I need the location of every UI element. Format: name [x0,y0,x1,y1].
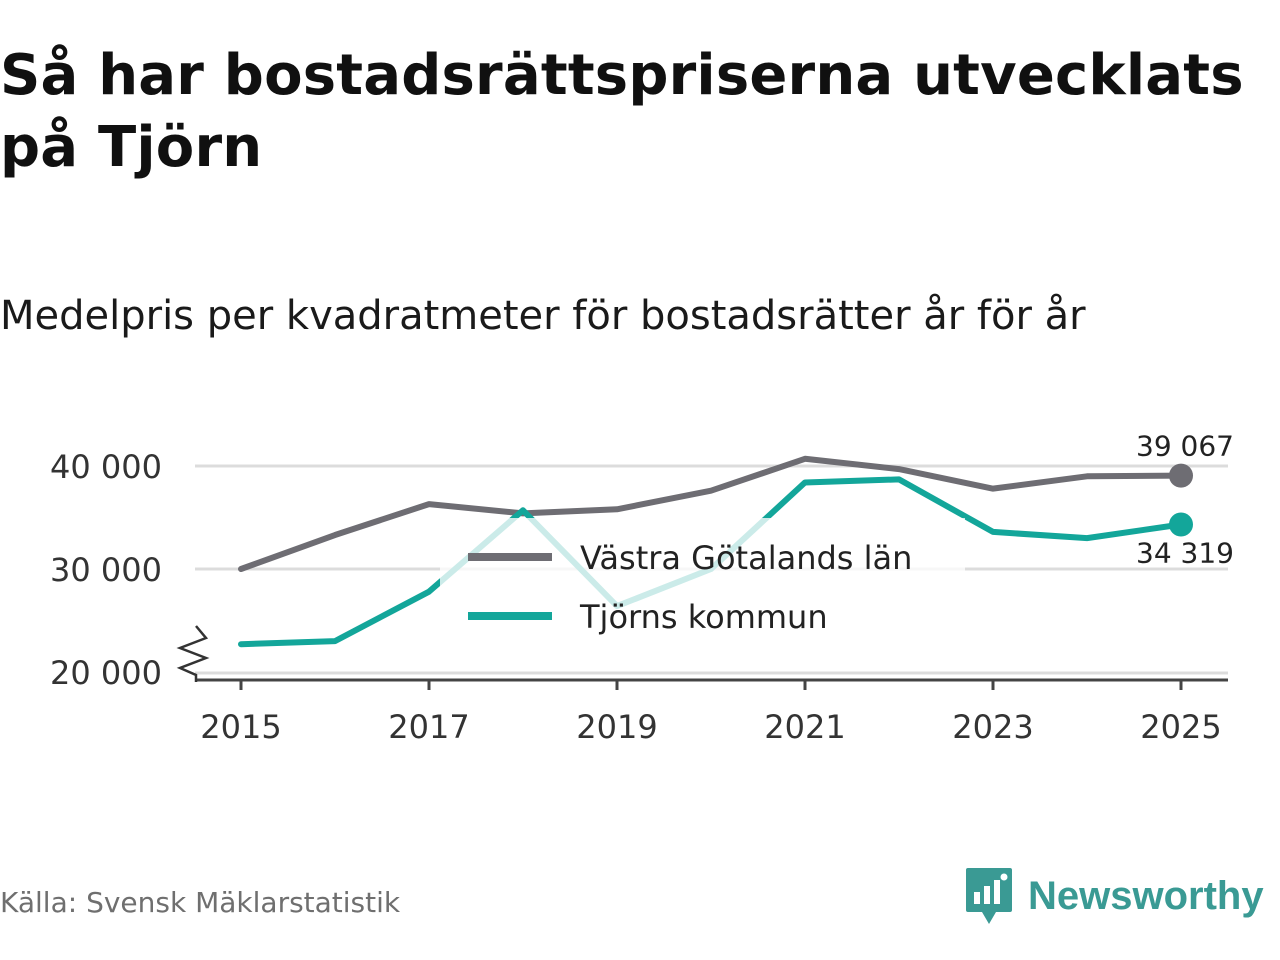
chart-title: Så har bostadsrättspriserna utvecklats p… [0,43,1244,180]
brand-name: Newsworthy [1028,873,1264,918]
x-tick-label-2019: 2019 [576,708,657,740]
x-tick-label-2025: 2025 [1140,708,1221,740]
line-chart: 20 000 30 000 40 000 2015 2017 2019 2021 2023 20… [50,430,1234,740]
y-tick-label-40000: 40 000 [50,448,162,486]
legend-background [440,518,965,648]
end-label-series-2: 34 319 [1136,537,1234,570]
x-tick-label-2017: 2017 [388,708,469,740]
legend-label-2: Tjörns kommun [579,598,828,636]
y-tick-label-20000: 20 000 [50,654,162,692]
x-tick-label-2023: 2023 [952,708,1033,740]
axes: 20 000 30 000 40 000 2015 2017 2019 2021 2023 20… [50,448,1228,740]
source-note: Källa: Svensk Mäklarstatistik [0,886,401,919]
chart-subtitle: Medelpris per kvadratmeter för bostadsrä… [0,293,1086,339]
end-label-series-1: 39 067 [1136,430,1234,463]
x-tick-label-2015: 2015 [200,708,281,740]
data-point-2-2025 [1169,512,1193,537]
axis-break-icon [176,625,210,682]
legend: Västra Götalands län Tjörns kommun [440,518,965,648]
legend-label-1: Västra Götalands län [580,539,912,577]
y-tick-label-30000: 30 000 [50,551,162,589]
data-point-1-2025 [1169,463,1193,488]
labels: 39 067 34 319 [1136,430,1234,570]
newsworthy-logo-icon [966,868,1012,924]
x-tick-label-2021: 2021 [764,708,845,740]
series-line-1 [238,455,1184,572]
brand-logo: Newsworthy [964,864,1264,928]
